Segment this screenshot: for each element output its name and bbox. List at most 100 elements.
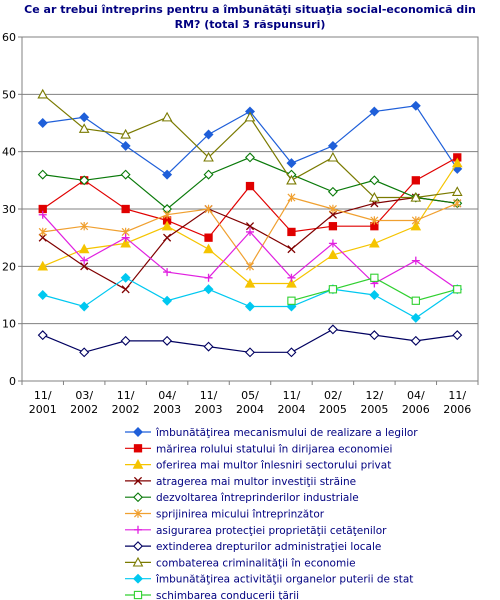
legend-marker [133,541,143,552]
data-point [120,335,131,346]
data-point [78,243,90,254]
series-1 [37,100,463,180]
y-tick-label: 40 [2,146,16,159]
data-point [453,199,462,208]
data-point [327,249,339,260]
data-point [369,290,380,300]
data-point [244,277,256,288]
data-point [452,330,463,341]
data-point [79,301,90,312]
y-tick-label: 0 [9,375,16,388]
data-point [369,175,380,186]
data-point [163,268,172,277]
legend-marker [132,459,144,469]
legend-label: dezvoltarea întreprinderilor industriale [156,492,359,504]
data-point [121,233,130,242]
data-point [287,245,296,254]
legend-label: sprijinirea micului întreprinzător [156,509,325,521]
legend-label: extinderea drepturilor administraţiei lo… [156,541,381,553]
legend-item: extinderea drepturilor administraţiei lo… [125,541,381,553]
legend-item: schimbarea conducerii ţării [125,590,299,600]
data-point [245,181,255,191]
legend-item: îmbunătăţirea activităţii organelor pute… [125,574,413,586]
legend-item: îmbunătăţirea mecanismului de realizare … [125,427,418,439]
legend-marker [133,590,143,600]
legend-marker [132,556,144,567]
data-point [411,176,420,185]
data-point [328,204,337,214]
chart-title-line-1: Ce ar trebui întreprins pentru a îmbunăt… [24,3,476,16]
data-point [80,222,89,231]
data-point [246,227,254,236]
x-tick-label: 05/2004 [236,389,264,416]
data-point [121,204,130,214]
y-tick-label: 60 [2,31,16,44]
data-point [79,112,90,123]
data-point [203,284,214,295]
data-point [80,262,89,271]
x-tick-label: 04/2006 [402,389,430,416]
data-point [245,347,255,358]
data-point [38,227,47,237]
data-point [286,347,297,358]
legend-label: schimbarea conducerii ţării [156,590,299,600]
x-tick-label: 04/2003 [153,389,181,416]
data-point [286,174,297,185]
data-point [120,128,131,139]
data-point [410,312,421,323]
legend-marker [133,444,143,453]
data-point [410,100,421,111]
data-point [327,140,338,151]
data-point [37,260,49,271]
data-point [328,210,337,219]
legend-label: îmbunătăţirea mecanismului de realizare … [155,427,418,439]
series-11 [287,273,462,305]
data-point [410,191,422,202]
data-point [37,169,48,180]
x-tick-label: 11/2006 [443,389,471,416]
data-point [411,216,420,225]
data-point [369,191,380,202]
data-point [162,169,173,180]
x-tick-label: 11/2004 [277,389,305,416]
data-point [203,151,214,162]
data-point [451,157,463,168]
data-point [328,239,337,248]
legend-item: dezvoltarea întreprinderilor industriale [125,492,359,504]
data-point [287,193,296,202]
legend-label: combaterea criminalităţii în economie [156,557,356,569]
x-tick-label: 11/2003 [195,389,223,416]
series-9 [37,88,463,202]
data-point [245,222,255,231]
data-point [37,330,48,341]
data-point [369,106,380,117]
series-6 [38,193,462,271]
data-point [244,111,256,122]
data-point [286,158,297,169]
y-tick-label: 30 [2,203,16,216]
data-point [204,273,213,282]
data-point [163,210,172,219]
data-point [327,186,338,197]
data-point [120,272,131,283]
legend-marker [133,427,143,437]
legend-marker [134,525,142,534]
chart-title: Ce ar trebui întreprins pentru a îmbunăt… [0,2,500,32]
data-point [369,237,380,248]
data-point [80,256,89,265]
data-point [162,335,173,346]
legend-item: mărirea rolului statului în dirijarea ec… [125,443,392,455]
legend-item: asigurarea protecţiei proprietăţii cetăţ… [125,525,387,537]
data-point [328,285,338,294]
data-point [204,204,213,214]
data-point [120,237,131,248]
legend-item: oferirea mai multor înlesniri sectorului… [125,459,391,472]
data-point [163,233,172,242]
data-point [370,216,379,225]
legend-marker [133,476,143,485]
x-tick-label: 11/2002 [112,389,140,416]
data-point [453,285,462,294]
data-point [287,227,296,237]
